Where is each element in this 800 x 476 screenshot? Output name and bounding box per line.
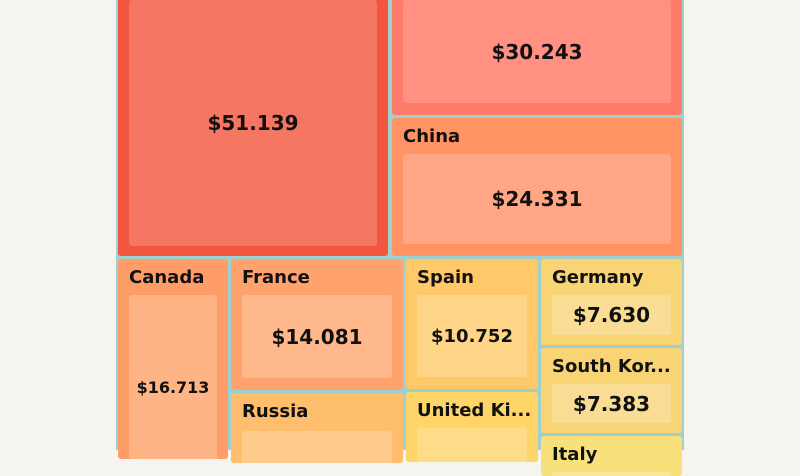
tile-value-box: $14.081 [242,295,392,378]
treemap-tile[interactable]: $30.243 [392,0,682,115]
tile-label: Canada [129,267,205,288]
tile-label: China [403,126,461,147]
tile-value-box: $10.752 [417,295,527,377]
tile-value: $30.243 [491,39,583,64]
tile-label: Italy [552,444,598,465]
tile-value-box: $24.331 [403,154,671,244]
treemap-tile[interactable]: South Kor... $7.383 [541,348,682,433]
tile-value: $51.139 [207,111,299,135]
tile-value-box [242,431,392,463]
tile-value: $7.630 [572,303,651,327]
tile-value: $24.331 [491,187,583,211]
treemap-tile[interactable]: China $24.331 [392,118,682,256]
treemap-tile[interactable]: $51.139 [118,0,388,256]
treemap-tile[interactable]: United Ki... [406,392,538,462]
treemap-tile[interactable]: Germany $7.630 [541,259,682,345]
tile-value-box [417,428,527,462]
tile-value-box: $51.139 [129,0,377,246]
tile-value: $10.752 [431,325,513,347]
tile-value: $7.383 [572,391,651,416]
tile-value-box: $16.713 [129,295,217,459]
tile-label: Spain [417,267,474,288]
tile-label: United Ki... [417,400,532,421]
treemap-tile[interactable]: Canada $16.713 [118,259,228,459]
treemap-tile[interactable]: Russia [231,393,403,463]
tile-label: France [242,267,310,288]
tile-label: Germany [552,267,644,288]
treemap-tile[interactable]: Italy [541,436,682,476]
tile-value-box: $7.630 [552,295,671,335]
tile-value-box: $30.243 [403,0,671,103]
tile-value: $14.081 [271,324,363,349]
treemap-tile[interactable]: Spain $10.752 [406,259,538,389]
tile-value-box [552,472,671,476]
tile-value: $16.713 [136,377,210,397]
tile-value-box: $7.383 [552,384,671,423]
treemap-tile[interactable]: France $14.081 [231,259,403,390]
tile-label: South Kor... [552,356,671,377]
tile-label: Russia [242,401,309,422]
